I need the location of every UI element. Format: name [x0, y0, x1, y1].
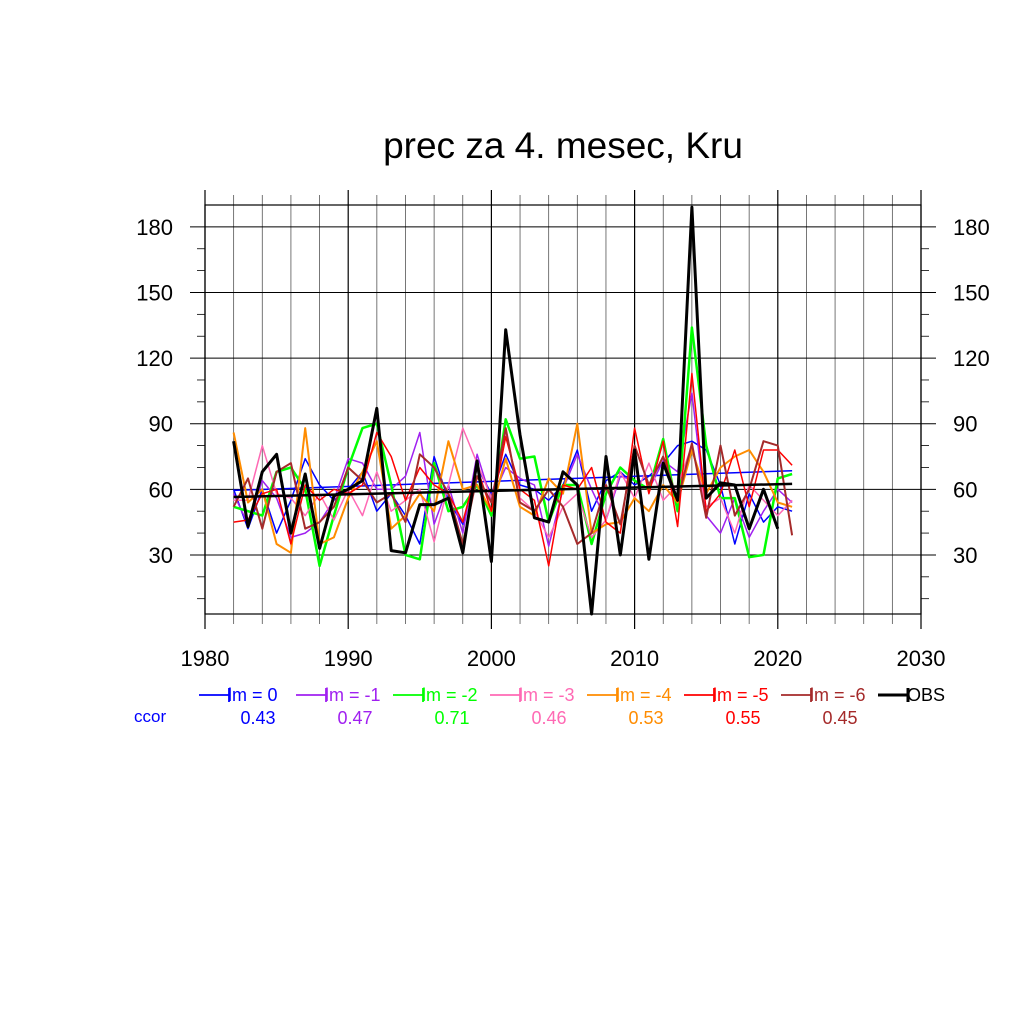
- legend-label: lm = -3: [519, 685, 575, 705]
- y-tick-label: 30: [149, 543, 173, 568]
- ccor-value: 0.53: [628, 708, 663, 728]
- trend-line-obs: [233, 482, 793, 499]
- legend-label: lm = -5: [713, 685, 769, 705]
- grid: [190, 190, 936, 629]
- x-tick-label: 2020: [753, 646, 802, 671]
- y-tick-label-right: 150: [953, 280, 990, 305]
- series-line-lm-6: [232, 427, 794, 545]
- y-tick-label-right: 30: [953, 543, 977, 568]
- series-line-obs: [232, 205, 780, 616]
- legend-label: lm = -1: [325, 685, 381, 705]
- ccor-value: 0.45: [822, 708, 857, 728]
- ccor-value: 0.47: [337, 708, 372, 728]
- ccor-value: 0.46: [531, 708, 566, 728]
- y-tick-label: 120: [136, 346, 173, 371]
- ccor-value: 0.55: [725, 708, 760, 728]
- y-tick-label-right: 180: [953, 215, 990, 240]
- legend: ccor lm = 0 0.43 lm = -1 0.47 lm = -2 0.71 lm =…: [134, 685, 945, 728]
- series-line-lm-1: [232, 392, 793, 547]
- axes: 30 30 60 60 90 90 120 120 150 150 180 180 1980 1990 20…: [136, 215, 989, 671]
- y-tick-label-right: 90: [953, 412, 977, 437]
- ccor-value: 0.43: [240, 708, 275, 728]
- series-line-lm-4: [232, 422, 793, 554]
- legend-label: lm = -2: [422, 685, 478, 705]
- ccor-label: ccor: [134, 707, 166, 726]
- series-layer: [232, 205, 794, 616]
- y-tick-label-right: 120: [953, 346, 990, 371]
- x-tick-label: 2000: [467, 646, 516, 671]
- legend-label: OBS: [907, 685, 945, 705]
- legend-label: lm = -4: [616, 685, 672, 705]
- y-tick-label: 180: [136, 215, 173, 240]
- y-tick-label: 60: [149, 477, 173, 502]
- x-tick-label: 1990: [324, 646, 373, 671]
- x-tick-label: 2030: [897, 646, 946, 671]
- chart-title: prec za 4. mesec, Kru: [383, 125, 743, 166]
- ccor-value: 0.71: [434, 708, 469, 728]
- y-tick-label: 150: [136, 280, 173, 305]
- x-tick-label: 2010: [610, 646, 659, 671]
- plot-border: [204, 204, 922, 615]
- y-tick-label: 90: [149, 412, 173, 437]
- legend-label: lm = -6: [810, 685, 866, 705]
- plot-frame: [204, 204, 922, 615]
- y-tick-label-right: 60: [953, 477, 977, 502]
- x-tick-label: 1980: [181, 646, 230, 671]
- legend-label: lm = 0: [228, 685, 278, 705]
